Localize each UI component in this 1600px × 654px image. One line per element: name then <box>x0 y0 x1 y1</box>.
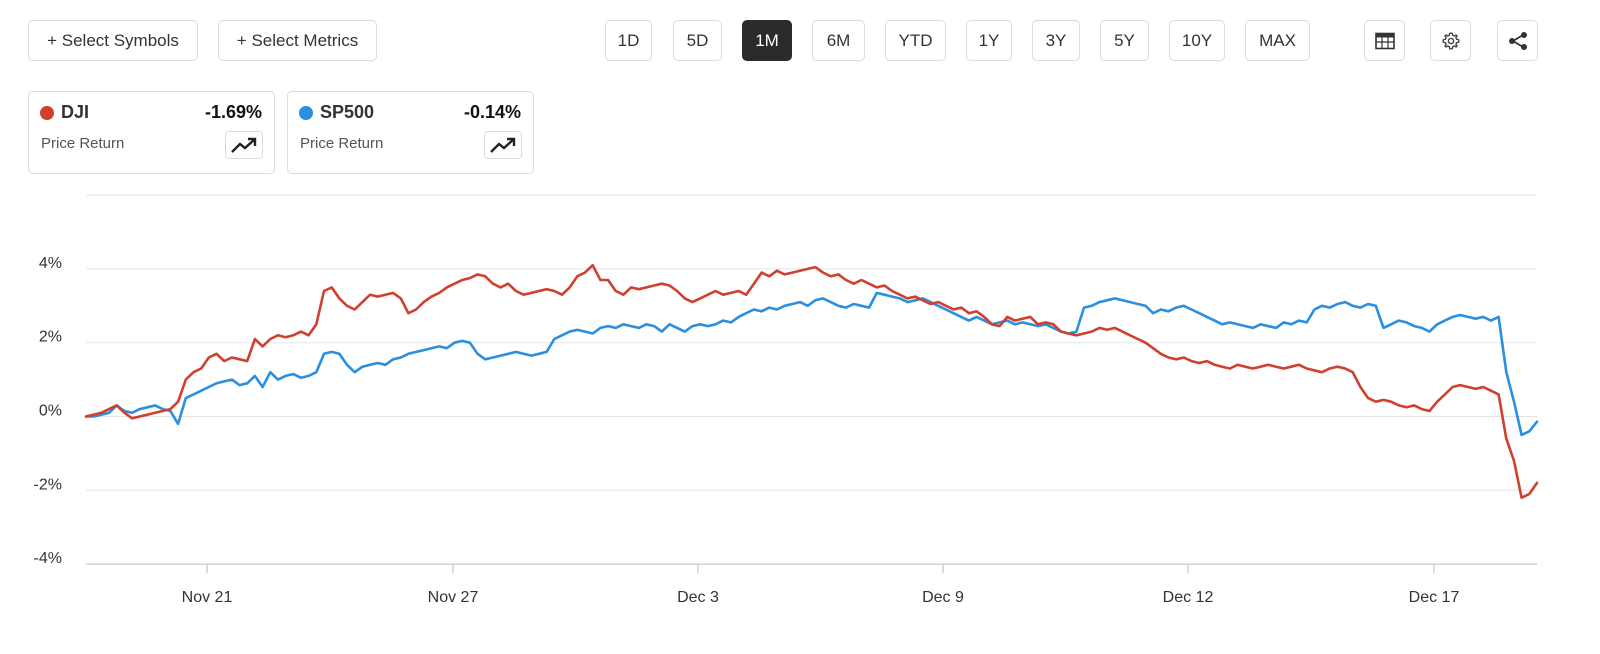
share-button[interactable] <box>1497 20 1538 61</box>
series-line-sp500[interactable] <box>84 291 1539 437</box>
legend-card-dji[interactable]: DJI -1.69% Price Return <box>28 91 275 174</box>
settings-button[interactable] <box>1430 20 1471 61</box>
y-tick-label: 0% <box>39 403 62 420</box>
legend-symbol: SP500 <box>320 102 375 122</box>
range-6m-button[interactable]: 6M <box>812 20 865 61</box>
range-3y-button[interactable]: 3Y <box>1032 20 1080 61</box>
range-5d-button[interactable]: 5D <box>673 20 722 61</box>
trend-button[interactable] <box>225 131 263 159</box>
trend-button[interactable] <box>484 131 522 159</box>
select-symbols-button[interactable]: + Select Symbols <box>28 20 198 61</box>
range-1d-button[interactable]: 1D <box>605 20 652 61</box>
x-tick-label: Dec 17 <box>1409 589 1460 606</box>
y-tick-label: 2% <box>39 329 62 346</box>
trend-up-icon <box>490 137 516 153</box>
y-tick-label: -2% <box>34 476 62 493</box>
legend-metric: Price Return <box>300 135 384 152</box>
share-icon <box>1508 31 1527 50</box>
range-ytd-button[interactable]: YTD <box>885 20 946 61</box>
range-1y-button[interactable]: 1Y <box>966 20 1012 61</box>
trend-up-icon <box>231 137 257 153</box>
series-line-dji[interactable] <box>84 263 1539 500</box>
legend-card-sp500[interactable]: SP500 -0.14% Price Return <box>287 91 534 174</box>
series-color-dot <box>299 106 313 120</box>
select-metrics-button[interactable]: + Select Metrics <box>218 20 377 61</box>
legend-change: -0.14% <box>463 102 521 122</box>
range-max-button[interactable]: MAX <box>1245 20 1310 61</box>
legend-change: -1.69% <box>204 102 262 122</box>
range-5y-button[interactable]: 5Y <box>1100 20 1149 61</box>
table-view-button[interactable] <box>1364 20 1405 61</box>
x-tick-label: Dec 9 <box>922 589 964 606</box>
legend-metric: Price Return <box>41 135 125 152</box>
series-color-dot <box>40 106 54 120</box>
x-tick-label: Nov 27 <box>428 589 479 606</box>
range-1m-button[interactable]: 1M <box>742 20 792 61</box>
range-10y-button[interactable]: 10Y <box>1169 20 1225 61</box>
gear-icon <box>1441 31 1460 50</box>
y-tick-label: -4% <box>34 550 62 567</box>
y-tick-label: 4% <box>39 255 62 272</box>
x-tick-label: Nov 21 <box>182 589 233 606</box>
table-icon <box>1374 32 1395 49</box>
x-tick-label: Dec 12 <box>1163 589 1214 606</box>
x-tick-label: Dec 3 <box>677 589 719 606</box>
legend-symbol: DJI <box>61 102 90 122</box>
